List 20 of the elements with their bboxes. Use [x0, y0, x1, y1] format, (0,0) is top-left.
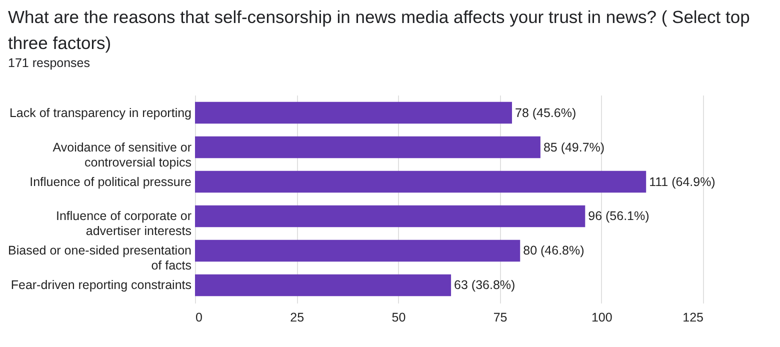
y-tick-label: Biased or one-sided presentation of facts [8, 244, 192, 273]
data-label: 80 (46.8%) [523, 244, 584, 258]
y-tick-label: Fear-driven reporting constraints [10, 278, 192, 292]
data-label: 78 (45.6%) [514, 106, 576, 120]
chart-title: What are the reasons that self-censorship in news media affects your trust in news? ( Select top three factors) [8, 6, 751, 55]
data-label: 96 (56.1%) [588, 209, 650, 224]
y-tick-label: Avoidance of sensitive or controversial topics [52, 140, 192, 170]
x-tick-label: 50 [392, 310, 406, 324]
x-tick-label: 75 [493, 310, 508, 324]
text: 171 responses [8, 56, 90, 70]
x-tick-label: 25 [290, 310, 304, 324]
x-tick-label: 125 [682, 310, 704, 324]
data-label: 111 (64.9%) [649, 174, 716, 189]
y-tick-label: Lack of transparency in reporting [9, 106, 192, 120]
x-tick-label: 100 [591, 310, 612, 324]
x-tick-label: 0 [196, 310, 202, 324]
y-tick-label: Influence of political pressure [30, 174, 192, 189]
data-label: 85 (49.7%) [543, 140, 605, 154]
y-tick-label: Influence of corporate or advertiser interests [56, 209, 192, 238]
data-label: 63 (36.8%) [454, 278, 516, 292]
